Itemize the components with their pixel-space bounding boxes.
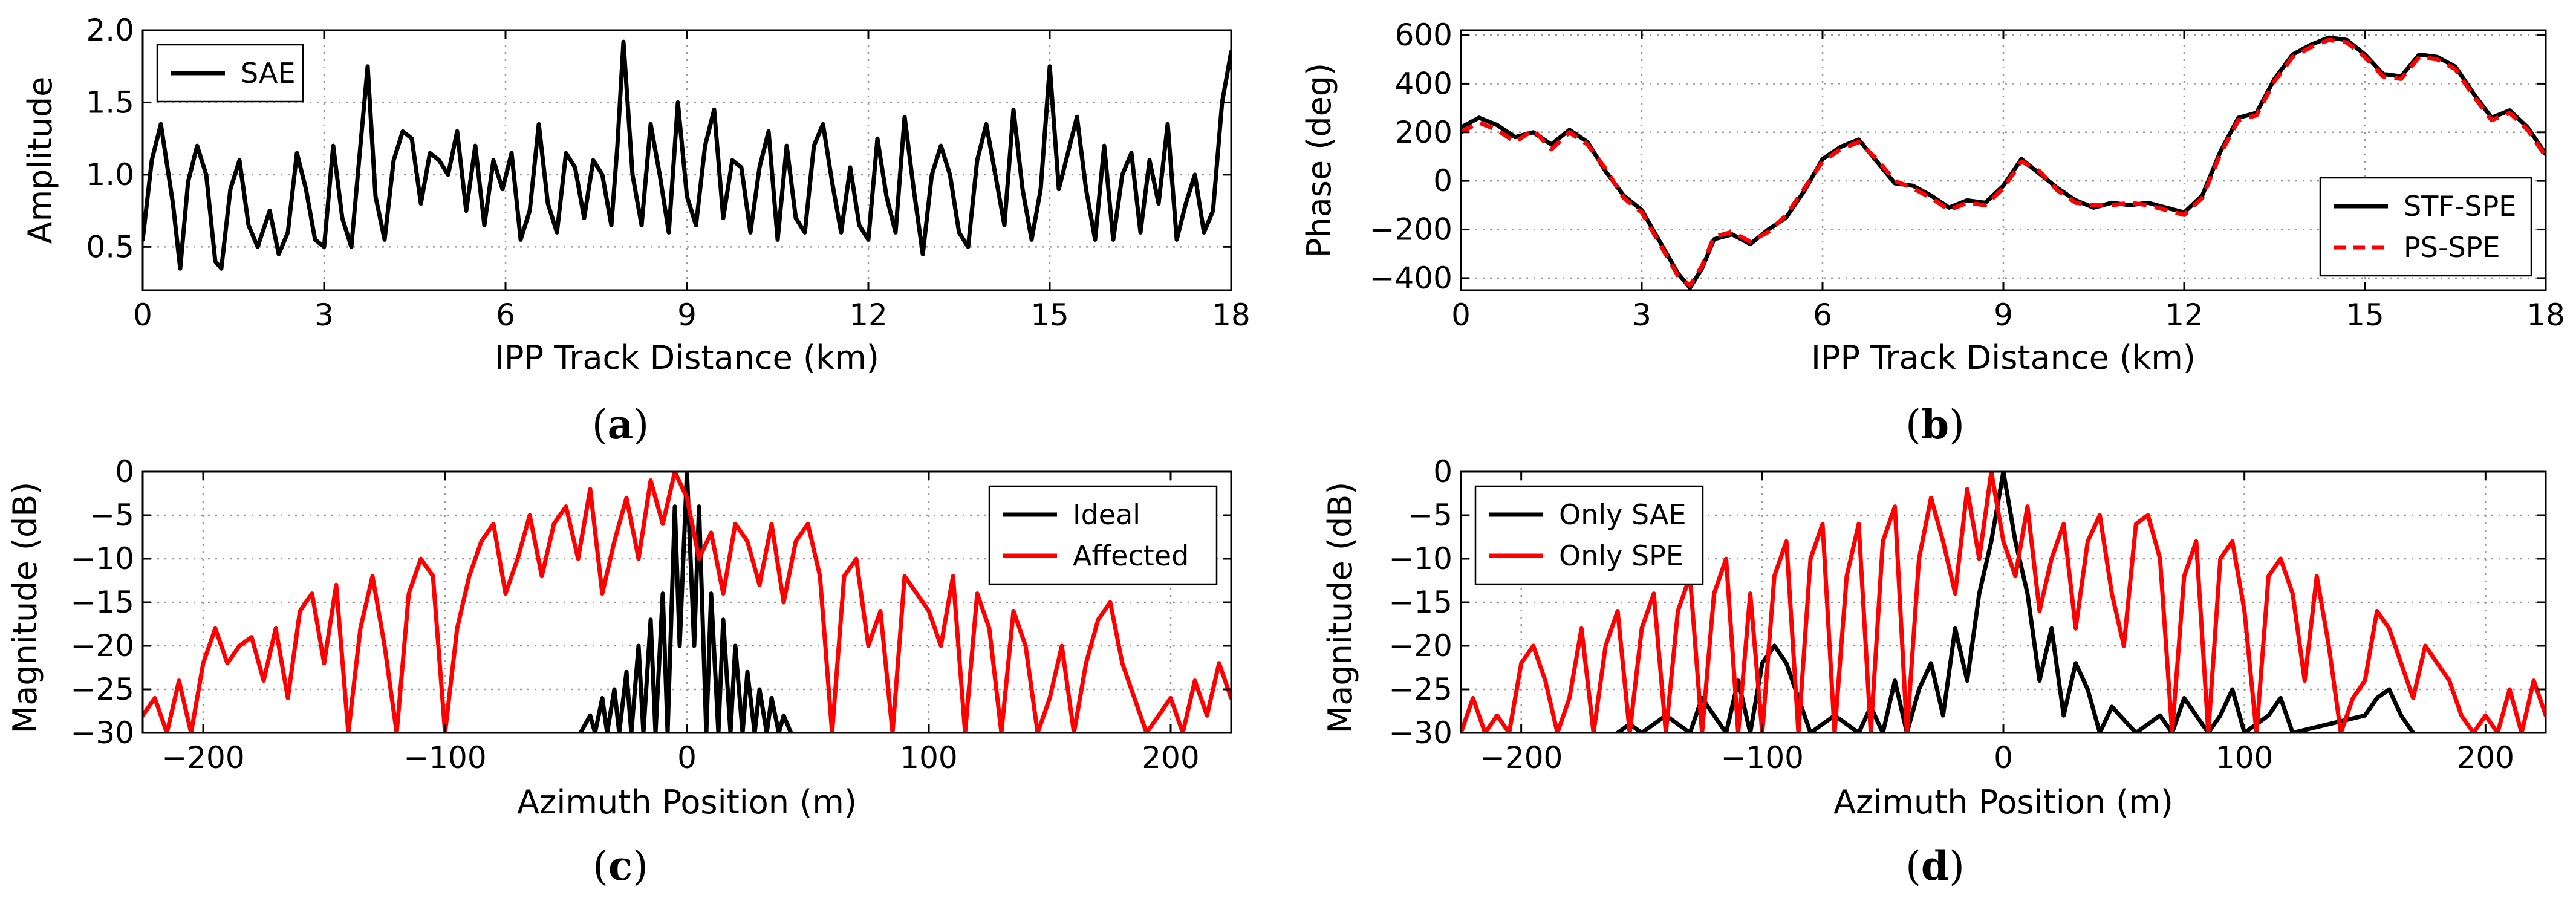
panel-b-legend: STF-SPE PS-SPE <box>2319 177 2532 277</box>
panel-b-xtick-label-5: 15 <box>2346 298 2384 333</box>
panel-d-legend-label-1: Only SPE <box>1559 539 1683 572</box>
panel-a-xlabel: IPP Track Distance (km) <box>495 339 879 377</box>
panel-c-series-ideal <box>578 472 793 733</box>
panel-d-ytick-label-4: −10 <box>1388 541 1452 576</box>
panel-b-ytick-label-3: 200 <box>1395 115 1452 150</box>
panel-a-ytick-label-2: 1.5 <box>86 85 134 120</box>
panel-c-legend-label-1: Affected <box>1073 539 1189 572</box>
panel-b-legend-label-0: STF-SPE <box>2404 190 2516 223</box>
panel-d-ylabel: Magnitude (dB) <box>1321 482 1359 734</box>
panel-b-xtick-label-4: 12 <box>2165 298 2204 333</box>
panel-d-ytick-label-1: −25 <box>1388 672 1452 707</box>
panel-c-xtick-label-3: 100 <box>900 740 957 775</box>
panel-b-ytick-label-4: 400 <box>1395 66 1452 101</box>
panel-c-xtick-label-2: 0 <box>677 740 697 775</box>
panel-c-legend-box <box>988 485 1218 585</box>
panel-d-ytick-label-0: −30 <box>1388 715 1452 750</box>
panel-d-label: (d) <box>1905 842 1965 890</box>
panel-c-legend-label-0: Ideal <box>1073 498 1140 531</box>
panel-b-xlabel: IPP Track Distance (km) <box>1811 339 2196 377</box>
panel-a-legend-label-0: SAE <box>241 57 296 89</box>
panel-d-xtick-label-3: 100 <box>2216 740 2273 775</box>
panel-a-ytick-label-3: 2.0 <box>86 13 134 48</box>
panel-d-ytick-label-5: −5 <box>1408 498 1452 533</box>
panel-d-plot-area: −200 −100 0 100 200 −30 −25 −20 −15 −10 −5 0 Only SA… <box>1388 454 2547 775</box>
panel-a-series-sae <box>143 39 1231 271</box>
panel-c-plot-area: −200 −100 0 100 200 −30 −25 −20 −15 −10 −5 0 Ideal Af… <box>70 454 1232 775</box>
panel-a-label: (a) <box>592 401 649 448</box>
panel-c-xtick-label-1: −100 <box>403 740 486 775</box>
panel-a-plot-area: 0 3 6 9 12 15 18 0.5 1.0 1.5 2.0 SAE <box>86 13 1250 333</box>
panel-b-plot-area: 0 3 6 9 12 15 18 −400 −200 0 200 400 600 STF-SPE PS-SP… <box>1370 18 2565 333</box>
panel-d-xtick-label-4: 200 <box>2457 740 2514 775</box>
panel-d-xlabel: Azimuth Position (m) <box>1833 783 2173 821</box>
panel-d-ytick-label-2: −20 <box>1388 628 1452 663</box>
panel-d-ytick-label-3: −15 <box>1388 585 1452 620</box>
panel-b-legend-label-1: PS-SPE <box>2404 231 2500 264</box>
panel-c-ytick-label-6: 0 <box>115 454 134 489</box>
panel-b-xtick-label-0: 0 <box>1451 298 1471 333</box>
panel-c-ytick-label-2: −20 <box>70 628 134 663</box>
panel-a-xtick-label-2: 6 <box>496 298 515 333</box>
panel-d: Magnitude (dB) −200 −100 0 100 200−30−25−20−… <box>1321 454 2547 890</box>
panel-c-ytick-label-4: −10 <box>70 541 134 576</box>
panel-b-ytick-label-2: 0 <box>1433 163 1452 198</box>
panel-a-xtick-label-0: 0 <box>133 298 152 333</box>
panel-d-legend-box <box>1474 485 1704 585</box>
panel-b-ylabel: Phase (deg) <box>1300 63 1338 258</box>
panel-b-ytick-label-0: −400 <box>1370 261 1452 296</box>
panel-b-label: (b) <box>1905 401 1965 448</box>
panel-a-ylabel: Amplitude <box>21 77 59 244</box>
panel-b-legend-box <box>2319 177 2532 277</box>
panel-c-ytick-label-3: −15 <box>70 585 134 620</box>
panel-a: Amplitude 0 3 6 9 12 15 18 0.5 1.0 1.5 2.0 SAE IPP … <box>21 13 1251 448</box>
panel-d-legend: Only SAE Only SPE <box>1474 485 1704 585</box>
panel-a-xtick-label-1: 3 <box>314 298 334 333</box>
panel-a-xtick-label-4: 12 <box>849 298 888 333</box>
panel-a-xtick-label-5: 15 <box>1030 298 1069 333</box>
panel-c-series-affected <box>143 472 1231 733</box>
panel-d-letter: d <box>1921 842 1949 890</box>
panel-d-series-only-spe <box>1461 472 2546 733</box>
panel-c-xlabel: Azimuth Position (m) <box>517 783 857 821</box>
panel-c-ytick-label-1: −25 <box>70 672 134 707</box>
panel-c-label: (c) <box>593 842 648 890</box>
panel-c-ytick-label-0: −30 <box>70 715 134 750</box>
panel-b-xtick-label-6: 18 <box>2526 298 2565 333</box>
panel-c-ytick-label-5: −5 <box>89 498 134 533</box>
panel-c-letter: c <box>608 842 633 890</box>
panel-b: Phase (deg) 0 3 6 9 12 15 18 −400 −200 0 200 400 600… <box>1300 18 2565 448</box>
panel-a-letter: a <box>608 401 634 448</box>
panel-a-ytick-label-1: 1.0 <box>86 157 134 192</box>
panel-c: Magnitude (dB) −200 −100 0 100 200−30−25−20−… <box>6 454 1232 890</box>
panel-b-xtick-label-3: 9 <box>1994 298 2013 333</box>
panel-c-ylabel: Magnitude (dB) <box>6 482 44 734</box>
panel-c-legend: Ideal Affected <box>988 485 1218 585</box>
panel-d-series-only-sae <box>1615 472 2416 733</box>
panel-d-xtick-label-0: −200 <box>1480 740 1563 775</box>
panel-c-xtick-label-0: −200 <box>161 740 244 775</box>
panel-d-legend-label-0: Only SAE <box>1559 498 1686 531</box>
panel-d-xtick-label-1: −100 <box>1721 740 1804 775</box>
panel-a-ytick-label-0: 0.5 <box>86 229 134 264</box>
panel-b-series-ps-spe <box>1461 37 2546 288</box>
panel-a-xtick-label-6: 18 <box>1212 298 1251 333</box>
panel-a-legend: SAE <box>156 44 304 103</box>
panel-b-xtick-label-1: 3 <box>1632 298 1651 333</box>
panel-d-xtick-label-2: 0 <box>1994 740 2013 775</box>
panel-d-ytick-label-6: 0 <box>1433 454 1452 489</box>
panel-a-xtick-label-3: 9 <box>677 298 697 333</box>
panel-b-xtick-label-2: 6 <box>1813 298 1832 333</box>
panel-b-ytick-label-1: −200 <box>1370 212 1452 247</box>
panel-c-xtick-label-4: 200 <box>1142 740 1199 775</box>
panel-b-letter: b <box>1921 401 1949 448</box>
panel-b-ytick-label-5: 600 <box>1395 18 1452 53</box>
